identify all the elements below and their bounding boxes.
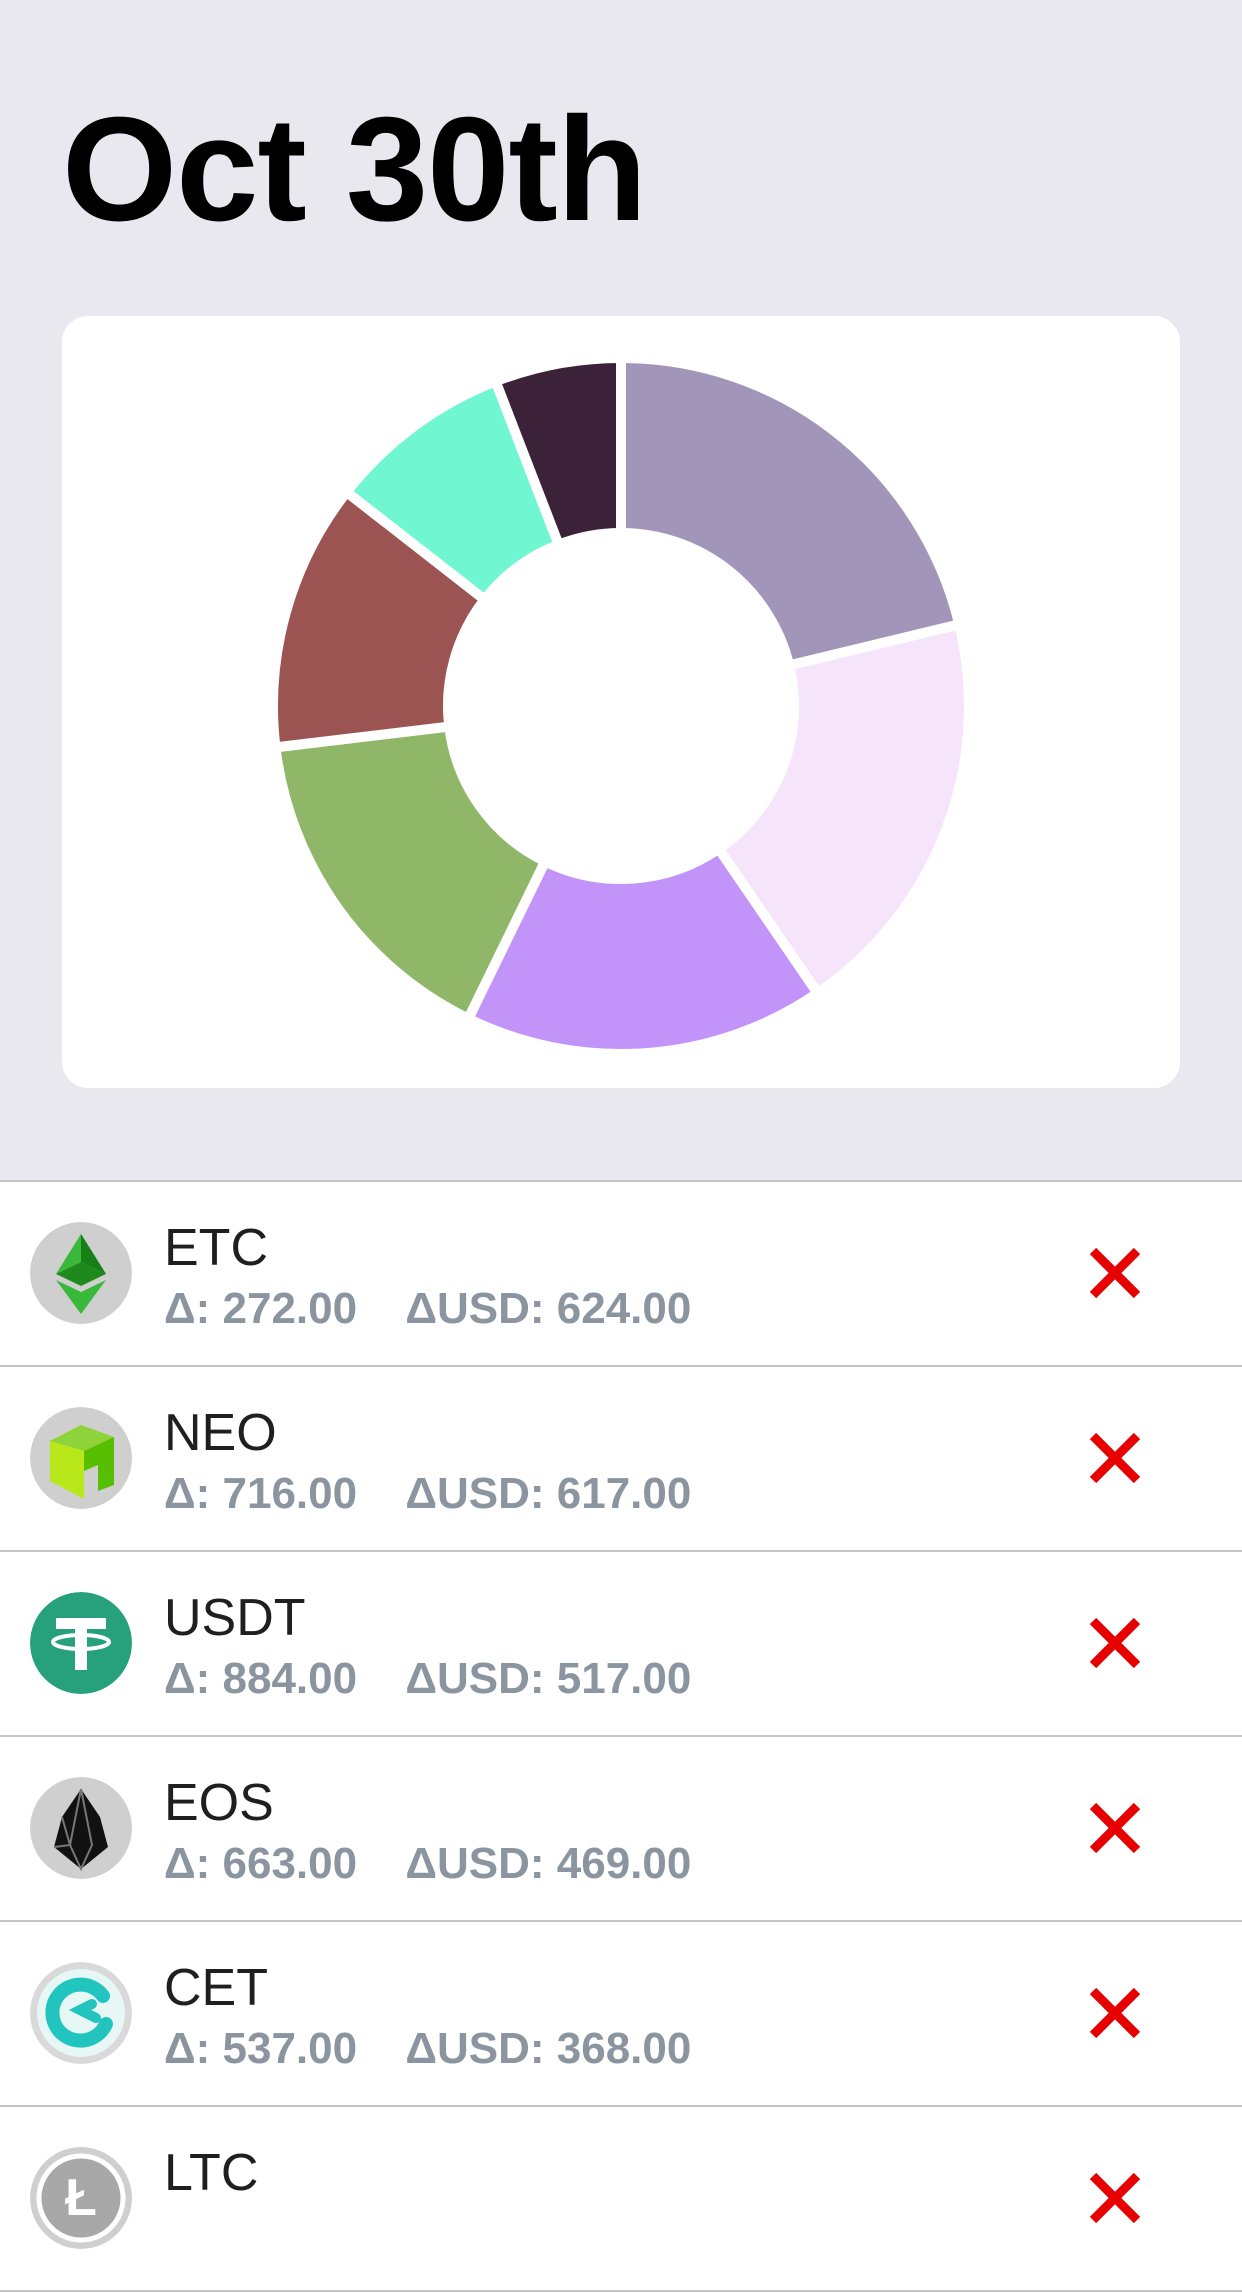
- delete-button[interactable]: [1080, 1793, 1150, 1863]
- coin-deltas: Δ: 884.00 ΔUSD: 517.00: [164, 1654, 691, 1704]
- coin-row-etc[interactable]: ETC Δ: 272.00 ΔUSD: 624.00: [0, 1182, 1242, 1367]
- svg-text:Ł: Ł: [65, 2169, 97, 2227]
- coin-symbol: CET: [164, 1959, 268, 2017]
- delta-label: Δ:: [164, 1284, 211, 1333]
- coin-symbol: USDT: [164, 1589, 306, 1647]
- eos-icon: [30, 1777, 132, 1879]
- coin-row-cet[interactable]: CET Δ: 537.00 ΔUSD: 368.00: [0, 1922, 1242, 2107]
- coin-row-ltc[interactable]: Ł LTC: [0, 2107, 1242, 2292]
- coin-symbol: NEO: [164, 1404, 277, 1462]
- delta-usd-label: ΔUSD:: [405, 1839, 545, 1888]
- delta-label: Δ:: [164, 1469, 211, 1518]
- delta-usd-value: 517.00: [556, 1654, 692, 1703]
- page-title: Oct 30th: [62, 87, 647, 252]
- delta-usd-value: 624.00: [556, 1284, 692, 1333]
- delta-label: Δ:: [164, 2024, 211, 2073]
- donut-slice-7: [489, 352, 626, 552]
- coin-row-usdt[interactable]: USDT Δ: 884.00 ΔUSD: 517.00: [0, 1552, 1242, 1737]
- donut-slice-3: [461, 841, 825, 1059]
- delete-button[interactable]: [1080, 2163, 1150, 2233]
- delta-value: 537.00: [222, 2024, 358, 2073]
- close-x-icon: [1089, 2172, 1141, 2224]
- donut-slice-1: [616, 352, 966, 672]
- delta-usd-label: ΔUSD:: [405, 2024, 545, 2073]
- usdt-icon: [30, 1592, 132, 1694]
- close-x-icon: [1089, 1987, 1141, 2039]
- etc-icon: [30, 1222, 132, 1324]
- coin-deltas: Δ: 537.00 ΔUSD: 368.00: [164, 2024, 691, 2074]
- coin-deltas: Δ: 716.00 ΔUSD: 617.00: [164, 1469, 691, 1519]
- delete-button[interactable]: [1080, 1608, 1150, 1678]
- delta-usd-label: ΔUSD:: [405, 1284, 545, 1333]
- ltc-icon: Ł: [30, 2147, 132, 2249]
- close-x-icon: [1089, 1247, 1141, 1299]
- coin-list: ETC Δ: 272.00 ΔUSD: 624.00 NEO Δ: 716.00…: [0, 1180, 1242, 2292]
- delta-label: Δ:: [164, 1654, 211, 1703]
- delta-value: 716.00: [222, 1469, 358, 1518]
- delete-button[interactable]: [1080, 1423, 1150, 1493]
- chart-card: [62, 316, 1180, 1088]
- delete-button[interactable]: [1080, 1978, 1150, 2048]
- coin-symbol: LTC: [164, 2144, 259, 2202]
- neo-icon: [30, 1407, 132, 1509]
- cet-icon: [30, 1962, 132, 2064]
- delta-value: 272.00: [222, 1284, 358, 1333]
- donut-chart: [268, 352, 974, 1059]
- delta-usd-label: ΔUSD:: [405, 1654, 545, 1703]
- donut-slice-2: [711, 618, 974, 1001]
- close-x-icon: [1089, 1617, 1141, 1669]
- coin-symbol: ETC: [164, 1219, 268, 1277]
- coin-symbol: EOS: [164, 1774, 274, 1832]
- delta-label: Δ:: [164, 1839, 211, 1888]
- delta-usd-value: 617.00: [556, 1469, 692, 1518]
- delete-button[interactable]: [1080, 1238, 1150, 1308]
- close-x-icon: [1089, 1432, 1141, 1484]
- donut-slice-4: [269, 721, 552, 1026]
- coin-row-eos[interactable]: EOS Δ: 663.00 ΔUSD: 469.00: [0, 1737, 1242, 1922]
- delta-usd-value: 469.00: [556, 1839, 692, 1888]
- coin-deltas: Δ: 272.00 ΔUSD: 624.00: [164, 1284, 691, 1334]
- close-x-icon: [1089, 1802, 1141, 1854]
- delta-usd-label: ΔUSD:: [405, 1469, 545, 1518]
- donut-slice-5: [268, 484, 492, 753]
- delta-value: 884.00: [222, 1654, 358, 1703]
- delta-usd-value: 368.00: [556, 2024, 692, 2073]
- coin-deltas: Δ: 663.00 ΔUSD: 469.00: [164, 1839, 691, 1889]
- coin-row-neo[interactable]: NEO Δ: 716.00 ΔUSD: 617.00: [0, 1367, 1242, 1552]
- delta-value: 663.00: [222, 1839, 358, 1888]
